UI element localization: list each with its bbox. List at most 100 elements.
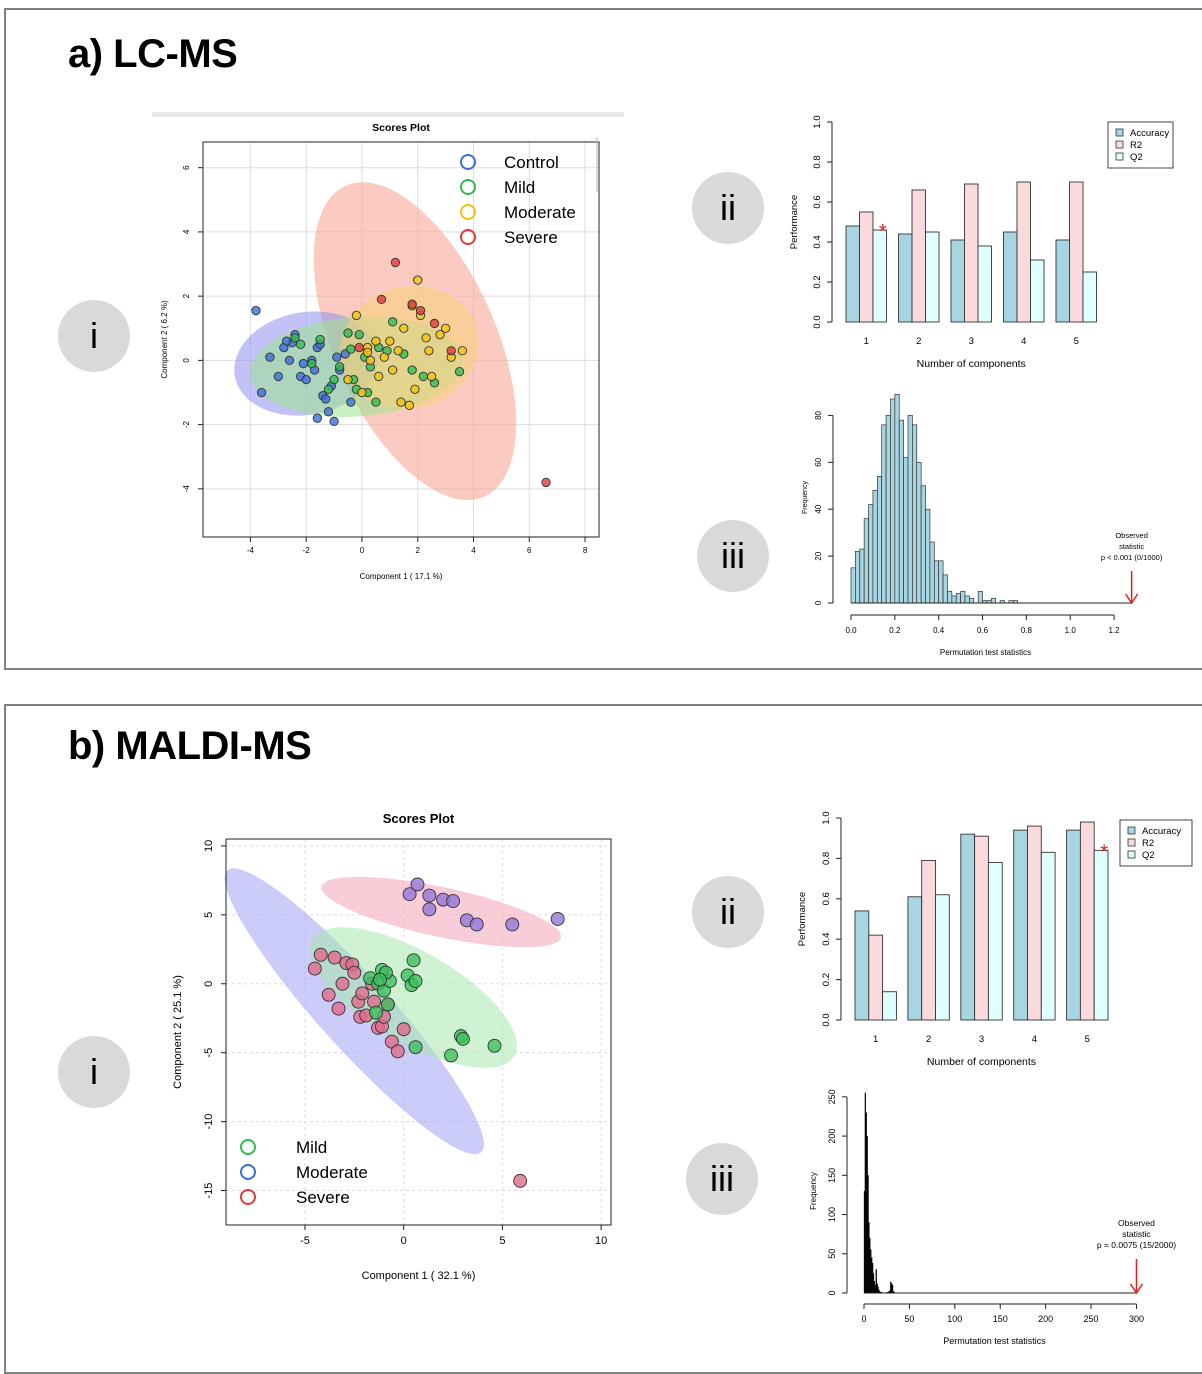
y-tick-label: 0.4 (812, 235, 823, 248)
hist-bar (863, 518, 869, 604)
bar-r2-2 (911, 189, 926, 323)
panel-maldims: b) MALDI-MS (4, 704, 1202, 1374)
legend-swatch-r2 (1127, 838, 1136, 847)
x-axis-label: Number of components (927, 1056, 1036, 1068)
point-mild (307, 358, 317, 369)
legend-swatch-accuracy (1127, 826, 1136, 835)
point-mild (290, 333, 300, 343)
bar-accuracy-2 (907, 896, 923, 1021)
bar-accuracy-1 (845, 225, 860, 323)
point-mild (407, 365, 417, 375)
legend-marker-control (460, 154, 476, 170)
point-mild (329, 374, 339, 385)
bar-r2-2 (921, 859, 936, 1021)
point-moderate (457, 346, 468, 356)
x-tick-label: 3 (969, 336, 974, 347)
hist-bar (912, 424, 918, 604)
point-moderate (347, 965, 362, 980)
point-mild (354, 330, 364, 340)
point-control (321, 394, 331, 404)
hist-bar (876, 476, 883, 604)
y-tick-label: 0 (827, 1290, 837, 1295)
point-mild (343, 328, 353, 338)
bar-accuracy-5 (1055, 239, 1070, 323)
bar-q2-5 (1082, 271, 1097, 323)
y-tick-label: 10 (203, 840, 215, 852)
legend-swatch-r2 (1115, 140, 1124, 149)
plot-frame (202, 141, 600, 538)
legend-marker-mild (240, 1139, 256, 1155)
y-tick-label: -4 (182, 485, 191, 493)
hist-bar (955, 593, 961, 604)
x-tick-label: 4 (471, 546, 476, 555)
bar-q2-1 (882, 991, 897, 1021)
maldims-scores-plot: Scores Plot -5 0 5 10 -15 -10 -5 0 5 10 Component 1… (172, 811, 612, 1282)
point-severe (446, 346, 456, 356)
y-tick-label: 1.0 (821, 811, 832, 824)
y-tick-label: 200 (827, 1129, 837, 1144)
x-tick-label: 2 (416, 546, 421, 555)
point-moderate (427, 371, 437, 382)
label-a-iii: iii (697, 520, 769, 592)
y-tick-label: 80 (814, 410, 823, 419)
x-tick-label: 0.6 (977, 626, 989, 635)
point-mild (454, 366, 465, 377)
x-tick-label: 2 (926, 1034, 931, 1045)
bar-q2-2 (925, 231, 940, 323)
legend-marker-severe (240, 1189, 256, 1205)
hist-bar (942, 574, 948, 604)
bar-r2-3 (964, 183, 979, 323)
x-tick-label: -2 (303, 546, 311, 555)
point-moderate (379, 352, 389, 362)
point-control (332, 352, 342, 362)
point-severe-upper (402, 887, 417, 902)
best-marker: * (1100, 841, 1108, 863)
maldims-permutation-histogram: 0 50 100 150 200 250 0 50 100 150 200 250 300 Permuta… (809, 1089, 1176, 1346)
point-mild (369, 1005, 384, 1020)
lcms-scores-plot: Scores Plot -4 -2 0 2 4 6 8 -4 -2 0 2 4 6 Component 1 … (152, 112, 624, 581)
point-control (251, 305, 261, 316)
point-mild (455, 1031, 470, 1046)
bar-accuracy-3 (950, 239, 965, 323)
y-tick-label: 5 (203, 912, 215, 918)
ellipse-severe (321, 876, 562, 948)
y-tick-label: 0.8 (812, 155, 823, 168)
x-tick-label: 8 (583, 546, 588, 555)
point-moderate (393, 346, 403, 356)
hist-bar (916, 461, 922, 604)
legend-label-accuracy: Accuracy (1130, 128, 1169, 139)
y-tick-label: 0.0 (821, 1013, 832, 1026)
y-tick-label: 0.0 (812, 315, 823, 328)
y-tick-label: 20 (814, 551, 823, 560)
legend-swatch-accuracy (1115, 128, 1124, 137)
bar-r2-4 (1027, 825, 1042, 1021)
y-tick-label: -15 (203, 1183, 215, 1199)
legend-marker-severe (460, 229, 476, 245)
lcms-permutation-histogram: 0 20 40 60 80 0.0 0.2 0.4 0.6 0.8 1.0 1.2 Permutatio… (802, 393, 1163, 657)
y-tick-label: 4 (182, 229, 191, 234)
y-tick-label: 2 (182, 293, 191, 298)
hist-bar (960, 590, 966, 604)
x-tick-label: 250 (1084, 1314, 1099, 1324)
x-tick-label: 0 (861, 1314, 866, 1324)
x-tick-label: 2 (916, 336, 921, 347)
bar-r2-1 (859, 211, 874, 323)
y-tick-label: 50 (827, 1249, 837, 1259)
point-control (323, 407, 334, 417)
point-mild (323, 384, 334, 394)
x-tick-label: 6 (527, 546, 532, 555)
x-tick-label: 0.0 (845, 626, 857, 635)
panel-lcms: a) LC-MS (4, 8, 1202, 670)
plot-title: Scores Plot (372, 122, 430, 134)
label-a-i: i (58, 300, 130, 372)
legend-label-mild: Mild (504, 178, 535, 197)
point-moderate (343, 374, 353, 385)
point-severe (429, 318, 440, 329)
point-control (312, 413, 322, 423)
y-axis-label: Component 2 ( 6.2 %) (160, 300, 169, 379)
point-severe-upper (505, 917, 520, 932)
bar-r2-1 (868, 934, 884, 1021)
y-axis-label: Frequency (802, 480, 809, 514)
point-severe-upper (410, 877, 425, 892)
point-mild (444, 1048, 459, 1063)
